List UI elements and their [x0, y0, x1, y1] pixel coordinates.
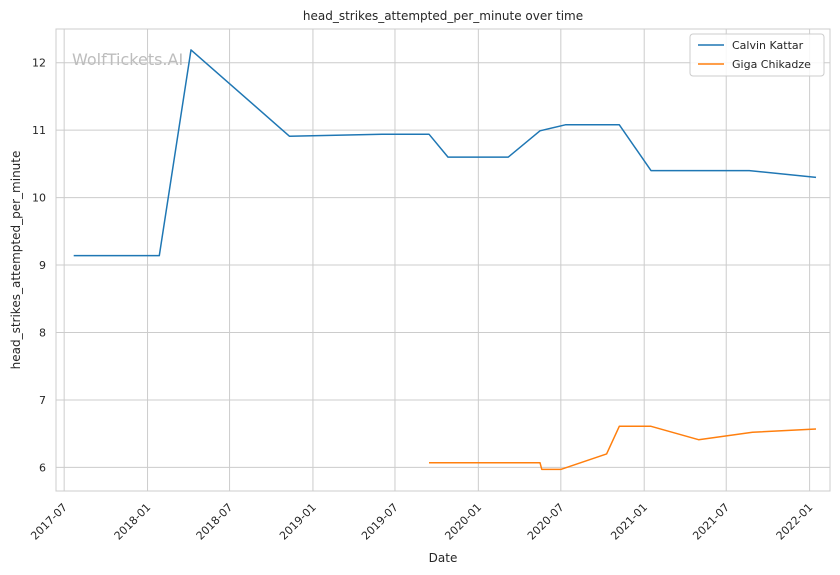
y-tick-label: 8: [39, 327, 46, 340]
x-tick-label: 2019-07: [359, 501, 401, 543]
legend-label-calvin-kattar: Calvin Kattar: [732, 39, 804, 52]
x-tick-label: 2018-07: [194, 501, 236, 543]
x-tick-label: 2022-01: [774, 501, 816, 543]
x-tick-label: 2020-07: [525, 501, 567, 543]
y-tick-labels: 6 7 8 9 10 11 12: [32, 57, 46, 475]
x-tick-label: 2021-01: [608, 501, 650, 543]
y-tick-label: 6: [39, 461, 46, 474]
x-axis-title: Date: [429, 551, 458, 565]
x-tick-label: 2019-01: [277, 501, 319, 543]
legend-label-giga-chikadze: Giga Chikadze: [732, 58, 811, 71]
watermark-text: WolfTickets.AI: [72, 50, 183, 69]
series-line-calvin-kattar: [73, 49, 817, 257]
x-tick-label: 2020-01: [442, 501, 484, 543]
x-tick-label: 2021-07: [690, 501, 732, 543]
y-tick-label: 11: [32, 124, 46, 137]
y-tick-label: 9: [39, 259, 46, 272]
series-line-giga-chikadze: [429, 425, 817, 471]
chart-title: head_strikes_attempted_per_minute over t…: [303, 9, 583, 23]
x-tick-label: 2018-01: [112, 501, 154, 543]
y-tick-label: 7: [39, 394, 46, 407]
y-tick-label: 10: [32, 192, 46, 205]
legend: Calvin Kattar Giga Chikadze: [689, 33, 825, 77]
x-tick-label: 2017-07: [28, 501, 70, 543]
y-tick-label: 12: [32, 57, 46, 70]
plot-frame: [55, 28, 831, 492]
series-group: [73, 49, 817, 471]
grid: [56, 29, 830, 491]
x-tick-labels: 2017-07 2018-01 2018-07 2019-01 2019-07 2020-…: [28, 501, 815, 543]
y-axis-title: head_strikes_attempted_per_minute: [9, 151, 23, 370]
